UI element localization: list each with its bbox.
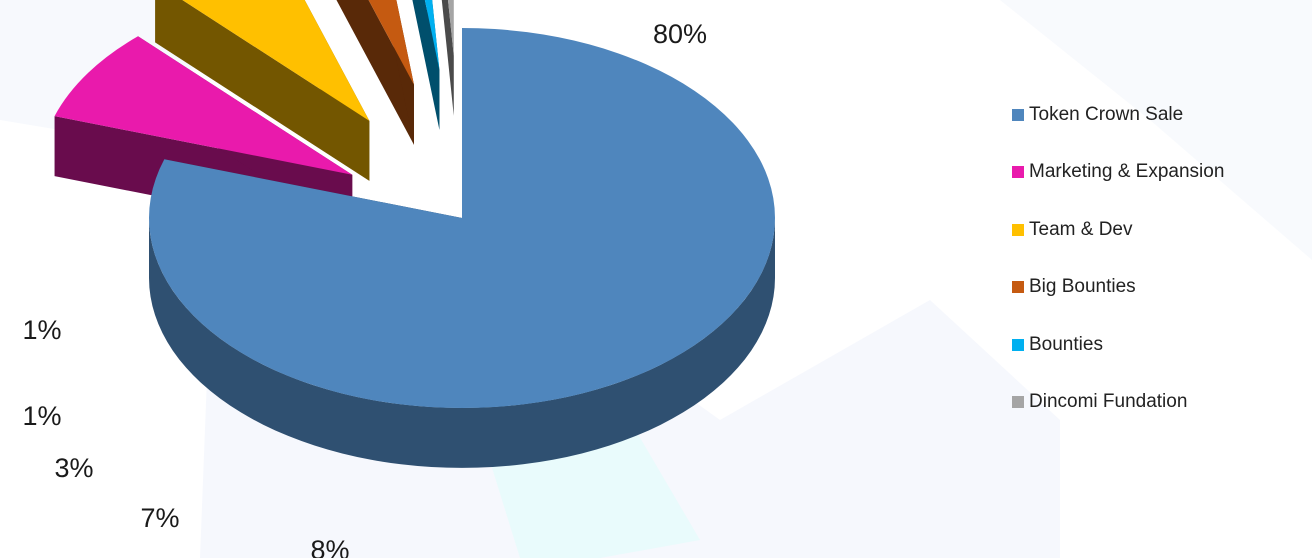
pie-slice-1 <box>148 28 776 468</box>
legend-label: Dincomi Fundation <box>1029 391 1188 413</box>
slice-label-6: 1% <box>22 315 61 345</box>
legend-item-1: Token Crown Sale <box>1012 86 1224 144</box>
legend-swatch <box>1012 338 1024 351</box>
legend-swatch <box>1012 396 1024 409</box>
legend-label: Marketing & Expansion <box>1029 161 1225 183</box>
legend-swatch <box>1012 166 1024 179</box>
legend-item-6: Dincomi Fundation <box>1012 374 1224 432</box>
legend-swatch <box>1012 223 1024 236</box>
legend-swatch <box>1012 108 1024 121</box>
pie-slice-4 <box>336 0 415 145</box>
legend-item-2: Marketing & Expansion <box>1012 144 1224 202</box>
legend-item-3: Team & Dev <box>1012 201 1224 259</box>
pie-slice-3 <box>155 0 370 181</box>
slice-label-5: 1% <box>22 401 61 431</box>
legend-label: Bounties <box>1029 333 1103 355</box>
legend-label: Token Crown Sale <box>1029 103 1184 125</box>
slice-label-2: 8% <box>310 535 349 558</box>
pie-slice-5 <box>412 0 440 130</box>
legend-label: Team & Dev <box>1029 218 1133 240</box>
slice-label-1: 80% <box>653 19 707 49</box>
slice-label-3: 7% <box>140 503 179 533</box>
chart-legend: Token Crown Sale Marketing & Expansion Tea… <box>1012 86 1224 431</box>
legend-swatch <box>1012 281 1024 294</box>
pie-slice-6 <box>441 0 454 116</box>
legend-item-4: Big Bounties <box>1012 259 1224 317</box>
legend-item-5: Bounties <box>1012 316 1224 374</box>
slice-label-4: 3% <box>54 453 93 483</box>
legend-label: Big Bounties <box>1029 276 1136 298</box>
